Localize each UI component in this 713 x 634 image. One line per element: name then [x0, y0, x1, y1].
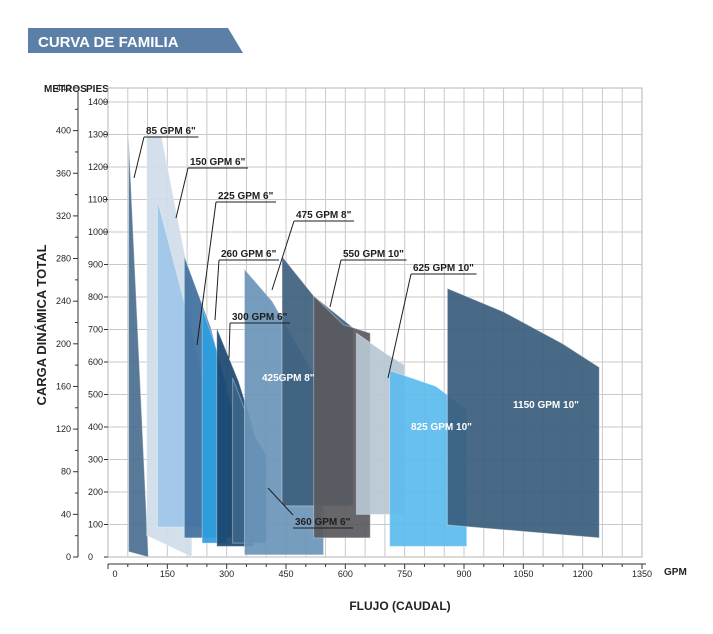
pump-curves: [128, 135, 600, 558]
y-tick-label-left: 400: [56, 126, 71, 136]
curve-label: 1150 GPM 10": [513, 400, 579, 411]
leader-line: [214, 259, 220, 321]
x-tick-label: 1050: [513, 569, 533, 579]
curve-label: 85 GPM 6": [146, 126, 196, 137]
header-tab: [28, 28, 243, 53]
axes: 0 40 80 120 160 200 240 280 320 360 400 440 0 100 200 3…: [56, 83, 652, 579]
x-tick-label: 150: [160, 569, 175, 579]
y-tick-label-right: 600: [88, 357, 103, 367]
y-tick-label-right: 200: [88, 487, 103, 497]
x-tick-label: 300: [219, 569, 234, 579]
y-tick-label-right: 1200: [88, 162, 108, 172]
curve-area-1150-gpm-10-: [446, 287, 600, 539]
y-right-unit: PIES: [86, 84, 109, 95]
y-tick-label-right: 700: [88, 324, 103, 334]
x-tick-label: 450: [278, 569, 293, 579]
curve-labels: 85 GPM 6" 150 GPM 6" 225 GPM 6" 260 GPM 6" 3…: [133, 126, 579, 529]
leader-line: [196, 201, 217, 346]
leader-line: [228, 322, 231, 359]
y-tick-label-left: 40: [61, 509, 71, 519]
y-tick-label-right: 800: [88, 292, 103, 302]
curve-label: 300 GPM 6": [232, 312, 288, 323]
y-tick-label-right: 400: [88, 422, 103, 432]
y-tick-label-left: 0: [66, 552, 71, 562]
curve-label: 825 GPM 10": [411, 422, 472, 433]
x-tick-label: 900: [456, 569, 471, 579]
leader-line: [175, 167, 189, 219]
y-tick-label-right: 500: [88, 389, 103, 399]
curve-area-550-gpm-10-: [313, 294, 371, 539]
y-tick-label-left: 440: [56, 83, 71, 93]
x-tick-label: 0: [112, 569, 117, 579]
leader-line: [329, 259, 342, 308]
curve-label: 360 GPM 6": [295, 517, 351, 528]
x-tick-label: 1200: [573, 569, 593, 579]
y-left-unit: METROS: [44, 84, 87, 95]
y-tick-label-left: 160: [56, 381, 71, 391]
leader-line: [133, 136, 145, 179]
y-tick-label-right: 900: [88, 259, 103, 269]
x-tick-label: 750: [397, 569, 412, 579]
curve-area-85-gpm-6-: [128, 135, 149, 558]
y-tick-label-left: 280: [56, 254, 71, 264]
y-tick-label-left: 320: [56, 211, 71, 221]
curve-label: 475 GPM 8": [296, 210, 352, 221]
y-axis-label: CARGA DINÁMICA TOTAL: [34, 244, 49, 405]
y-tick-label-right: 1300: [88, 129, 108, 139]
curve-label: 260 GPM 6": [221, 249, 277, 260]
leader-line: [387, 273, 412, 379]
y-tick-label-left: 200: [56, 339, 71, 349]
curve-label: 625 GPM 10": [413, 263, 474, 274]
y-tick-label-left: 240: [56, 296, 71, 306]
y-tick-label-right: 1400: [88, 97, 108, 107]
leader-line: [271, 220, 295, 291]
curve-label: 150 GPM 6": [190, 157, 246, 168]
y-tick-label-right: 100: [88, 519, 103, 529]
curve-label: 425GPM 8": [262, 373, 315, 384]
leader-line: [267, 487, 294, 516]
y-tick-label-right: 300: [88, 454, 103, 464]
x-tick-label: 1350: [632, 569, 652, 579]
y-tick-label-left: 360: [56, 168, 71, 178]
x-axis-label: FLUJO (CAUDAL): [349, 599, 450, 613]
curve-label: 550 GPM 10": [343, 249, 404, 260]
chart-title: CURVA DE FAMILIA: [38, 34, 179, 51]
y-tick-label-right: 1000: [88, 227, 108, 237]
curve-label: 225 GPM 6": [218, 191, 274, 202]
x-tick-label: 600: [338, 569, 353, 579]
x-axis-unit: GPM: [664, 567, 687, 578]
y-tick-label-left: 120: [56, 424, 71, 434]
y-tick-label-right: 0: [88, 552, 93, 562]
y-tick-label-right: 1100: [88, 194, 107, 204]
y-tick-label-left: 80: [61, 467, 71, 477]
